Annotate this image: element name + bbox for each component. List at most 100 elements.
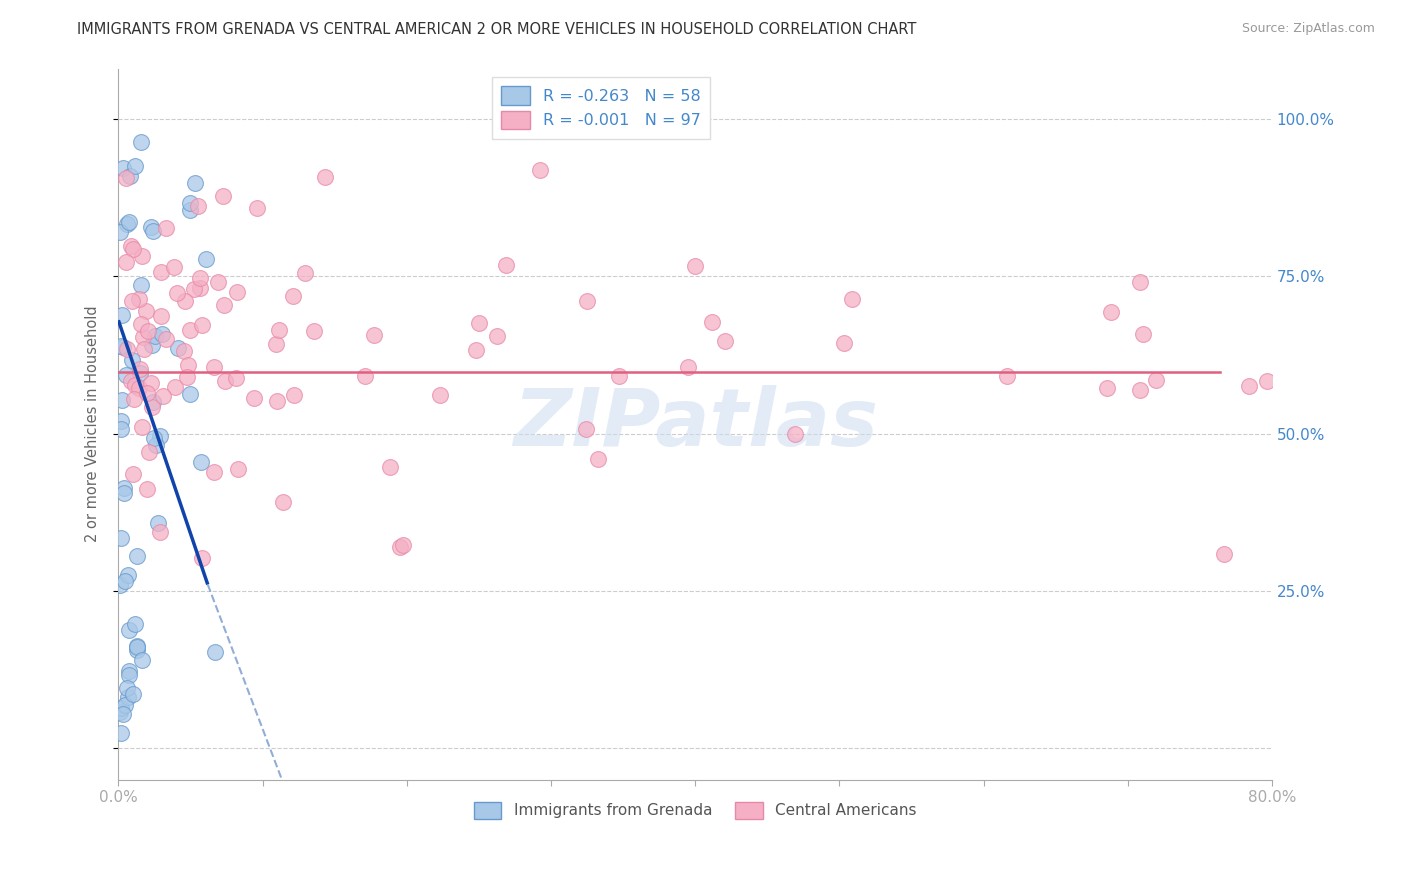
Point (125, 639, 148, 653)
Point (121, 687, 143, 701)
Point (302, 324, 325, 338)
Point (264, 337, 287, 351)
Point (145, 438, 167, 452)
Point (267, 323, 290, 337)
Point (136, 385, 159, 400)
Point (129, 362, 152, 376)
Point (145, 328, 167, 343)
Point (128, 381, 150, 395)
Point (120, 374, 142, 388)
Point (110, 414, 132, 428)
Text: Source: ZipAtlas.com: Source: ZipAtlas.com (1241, 22, 1375, 36)
Point (841, 292, 863, 306)
Point (243, 391, 266, 405)
Point (486, 329, 509, 343)
Point (363, 328, 385, 343)
Point (110, 422, 132, 436)
Point (108, 705, 131, 719)
Point (713, 334, 735, 348)
Point (149, 429, 172, 443)
Point (683, 259, 706, 273)
Point (163, 380, 186, 394)
Point (191, 318, 214, 332)
Point (112, 482, 135, 496)
Point (122, 467, 145, 481)
Point (266, 393, 288, 408)
Point (150, 326, 173, 341)
Point (378, 460, 401, 475)
Point (122, 392, 145, 406)
Point (117, 690, 139, 705)
Point (575, 422, 598, 436)
Point (179, 323, 201, 337)
Point (117, 567, 139, 582)
Point (139, 376, 162, 390)
Legend: Immigrants from Grenada, Central Americans: Immigrants from Grenada, Central America… (468, 796, 922, 825)
Point (124, 160, 146, 174)
Point (202, 359, 225, 374)
Point (529, 162, 551, 177)
Point (131, 249, 153, 263)
Point (110, 725, 132, 739)
Point (115, 368, 138, 382)
Point (207, 275, 229, 289)
Y-axis label: 2 or more Vehicles in Household: 2 or more Vehicles in Household (86, 306, 100, 542)
Point (783, 426, 806, 441)
Point (129, 135, 152, 149)
Point (607, 368, 630, 383)
Point (184, 176, 207, 190)
Point (586, 452, 609, 467)
Point (120, 238, 142, 252)
Point (676, 359, 699, 374)
Point (162, 260, 184, 275)
Point (188, 281, 211, 295)
Point (179, 202, 201, 217)
Point (225, 371, 247, 385)
Point (110, 532, 132, 546)
Point (139, 220, 162, 235)
Point (281, 289, 304, 303)
Point (1144, 373, 1167, 387)
Point (155, 220, 177, 235)
Point (211, 189, 233, 203)
Point (177, 358, 200, 372)
Point (167, 341, 190, 355)
Point (212, 298, 235, 312)
Point (118, 215, 141, 229)
Point (150, 265, 173, 279)
Point (354, 369, 377, 384)
Point (495, 258, 517, 272)
Point (135, 304, 157, 318)
Point (1239, 379, 1261, 393)
Point (166, 286, 188, 301)
Point (183, 282, 205, 296)
Point (132, 330, 155, 344)
Point (115, 171, 138, 186)
Point (155, 332, 177, 346)
Point (128, 292, 150, 306)
Text: IMMIGRANTS FROM GRENADA VS CENTRAL AMERICAN 2 OR MORE VEHICLES IN HOUSEHOLD CORR: IMMIGRANTS FROM GRENADA VS CENTRAL AMERI… (77, 22, 917, 37)
Point (176, 369, 198, 384)
Point (111, 707, 134, 722)
Point (124, 616, 146, 631)
Point (125, 640, 148, 654)
Point (115, 342, 138, 356)
Point (129, 317, 152, 331)
Point (142, 395, 165, 409)
Point (465, 343, 488, 358)
Point (136, 325, 159, 339)
Point (149, 524, 172, 539)
Point (112, 161, 135, 175)
Point (214, 374, 236, 388)
Point (135, 482, 157, 496)
Point (152, 389, 174, 403)
Point (294, 266, 316, 280)
Point (283, 388, 305, 402)
Point (122, 242, 145, 256)
Point (108, 578, 131, 592)
Point (115, 217, 138, 231)
Point (118, 664, 141, 678)
Point (127, 643, 149, 657)
Point (108, 225, 131, 239)
Point (191, 550, 214, 565)
